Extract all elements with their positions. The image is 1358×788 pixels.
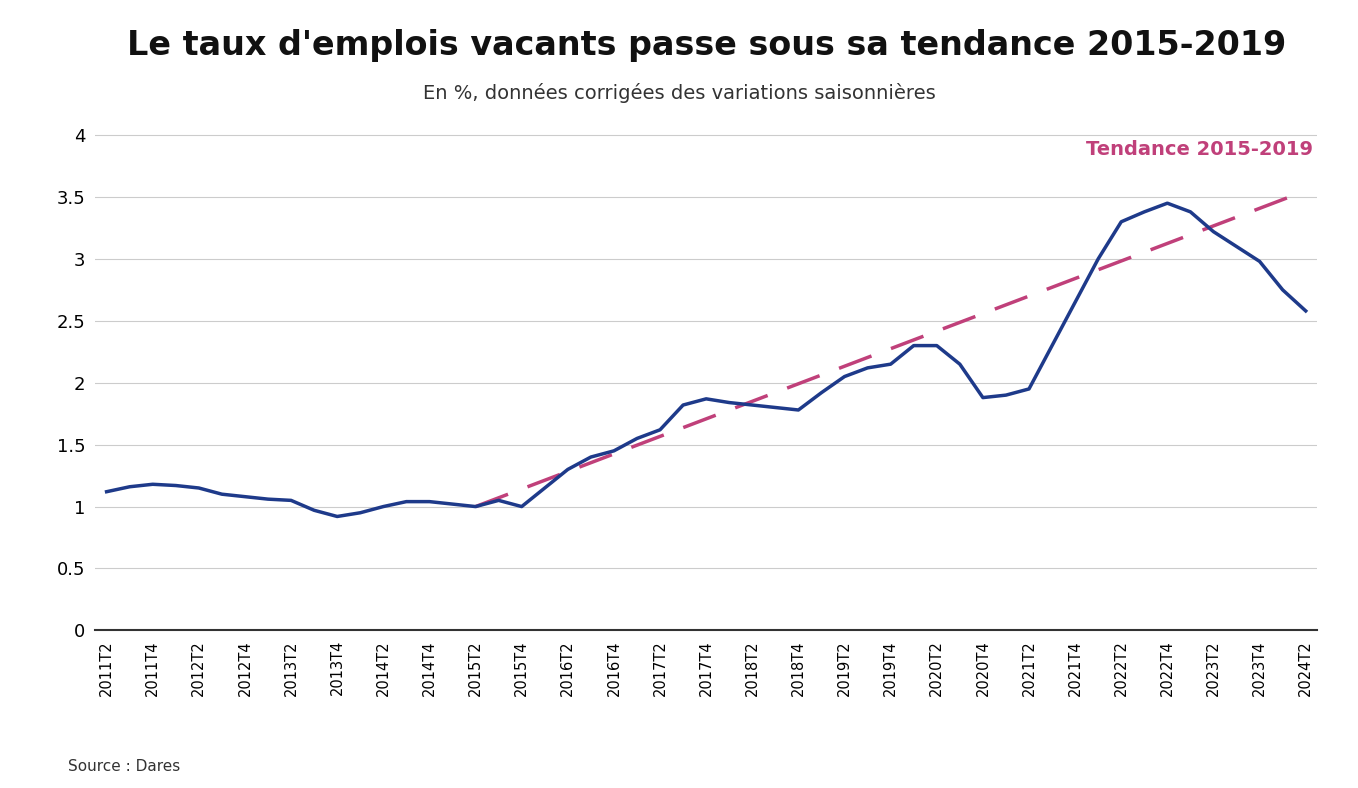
Text: Tendance 2015-2019: Tendance 2015-2019 [1085, 140, 1313, 159]
Text: En %, données corrigées des variations saisonnières: En %, données corrigées des variations s… [422, 83, 936, 102]
Title: Le taux d'emplois vacants passe sous sa tendance 2015-2019: Le taux d'emplois vacants passe sous sa … [126, 29, 1286, 61]
Text: Source : Dares: Source : Dares [68, 759, 181, 774]
